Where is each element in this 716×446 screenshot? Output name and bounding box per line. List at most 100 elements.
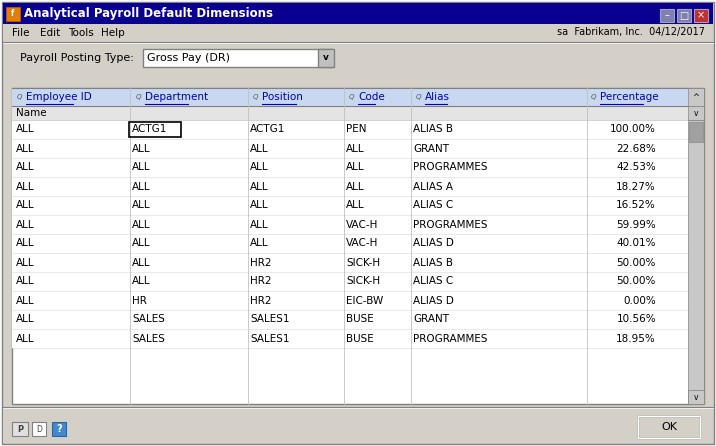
Bar: [688, 106, 704, 120]
Text: Q: Q: [416, 94, 422, 100]
Text: Department: Department: [145, 92, 208, 102]
Text: Analytical Payroll Default Dimensions: Analytical Payroll Default Dimensions: [24, 7, 273, 20]
Text: ALIAS C: ALIAS C: [413, 201, 453, 211]
Bar: [12, 215, 688, 234]
Text: EIC-BW: EIC-BW: [346, 296, 383, 306]
Text: ?: ?: [56, 424, 62, 434]
Text: PROGRAMMES: PROGRAMMES: [413, 162, 488, 173]
Text: HR2: HR2: [250, 257, 271, 268]
Text: Alias: Alias: [425, 92, 450, 102]
Text: ALL: ALL: [16, 239, 34, 248]
Text: 16.52%: 16.52%: [616, 201, 656, 211]
Text: SALES: SALES: [132, 334, 165, 343]
Text: ALL: ALL: [16, 219, 34, 230]
Bar: [129, 122, 181, 137]
Bar: [52, 422, 66, 436]
Text: 42.53%: 42.53%: [616, 162, 656, 173]
Text: Employee ID: Employee ID: [26, 92, 92, 102]
Text: ALL: ALL: [250, 201, 268, 211]
Text: v: v: [323, 54, 329, 62]
Text: 50.00%: 50.00%: [616, 277, 656, 286]
Text: ALL: ALL: [16, 296, 34, 306]
Text: D: D: [36, 425, 42, 434]
Text: 18.27%: 18.27%: [616, 182, 656, 191]
Text: ALL: ALL: [250, 144, 268, 153]
Text: OK: OK: [661, 422, 677, 432]
Text: ALL: ALL: [132, 219, 150, 230]
Text: 18.95%: 18.95%: [616, 334, 656, 343]
Text: VAC-H: VAC-H: [346, 239, 378, 248]
Bar: [12, 196, 688, 215]
Text: SALES1: SALES1: [250, 334, 289, 343]
Text: ×: ×: [697, 11, 705, 21]
Text: ALL: ALL: [132, 201, 150, 211]
Text: HR: HR: [132, 296, 147, 306]
Bar: [688, 120, 704, 404]
Bar: [12, 106, 688, 120]
Text: ALL: ALL: [346, 144, 364, 153]
Text: ^: ^: [692, 92, 700, 102]
Text: ALL: ALL: [16, 144, 34, 153]
Text: ALIAS B: ALIAS B: [413, 257, 453, 268]
Text: 59.99%: 59.99%: [616, 219, 656, 230]
Text: ALL: ALL: [132, 182, 150, 191]
Bar: [638, 416, 700, 438]
Text: ALL: ALL: [250, 162, 268, 173]
Text: Help: Help: [101, 28, 125, 37]
Text: Q: Q: [591, 94, 596, 100]
Text: ALL: ALL: [132, 162, 150, 173]
Text: Percentage: Percentage: [600, 92, 659, 102]
Text: □: □: [679, 11, 689, 21]
Bar: [660, 9, 674, 22]
Bar: [12, 310, 688, 329]
Bar: [12, 234, 688, 253]
Text: ALL: ALL: [16, 201, 34, 211]
Text: File: File: [12, 28, 29, 37]
Text: f: f: [11, 9, 15, 18]
Text: SALES1: SALES1: [250, 314, 289, 325]
Text: Q: Q: [17, 94, 22, 100]
Text: sa  Fabrikam, Inc.  04/12/2017: sa Fabrikam, Inc. 04/12/2017: [557, 28, 705, 37]
Text: ALL: ALL: [346, 182, 364, 191]
Bar: [12, 291, 688, 310]
Bar: [688, 390, 704, 404]
Text: PROGRAMMES: PROGRAMMES: [413, 219, 488, 230]
Text: ALL: ALL: [16, 314, 34, 325]
Text: ALL: ALL: [346, 162, 364, 173]
Text: ALL: ALL: [16, 277, 34, 286]
Bar: [638, 416, 700, 438]
Bar: [694, 9, 708, 22]
Bar: [6, 7, 20, 21]
Text: 40.01%: 40.01%: [616, 239, 656, 248]
Text: ALIAS B: ALIAS B: [413, 124, 453, 135]
Text: v: v: [694, 108, 698, 117]
Text: ALL: ALL: [16, 162, 34, 173]
Text: ALL: ALL: [16, 257, 34, 268]
Text: GRANT: GRANT: [413, 144, 449, 153]
Bar: [12, 422, 28, 436]
Bar: [689, 122, 703, 142]
Text: –: –: [664, 11, 669, 21]
Text: Q: Q: [136, 94, 142, 100]
Text: P: P: [17, 425, 23, 434]
Text: Name: Name: [16, 108, 47, 118]
Text: ALIAS D: ALIAS D: [413, 296, 454, 306]
Text: Q: Q: [349, 94, 354, 100]
Text: HR2: HR2: [250, 277, 271, 286]
Text: SICK-H: SICK-H: [346, 257, 380, 268]
Text: 10.56%: 10.56%: [616, 314, 656, 325]
Text: SALES: SALES: [132, 314, 165, 325]
Text: 22.68%: 22.68%: [616, 144, 656, 153]
Text: GRANT: GRANT: [413, 314, 449, 325]
Text: ALIAS A: ALIAS A: [413, 182, 453, 191]
Text: BUSE: BUSE: [346, 334, 374, 343]
Bar: [3, 24, 713, 41]
Bar: [12, 177, 688, 196]
Text: ALL: ALL: [250, 219, 268, 230]
Bar: [3, 3, 713, 24]
Text: ALL: ALL: [250, 239, 268, 248]
Text: 0.00%: 0.00%: [623, 296, 656, 306]
Text: ALIAS D: ALIAS D: [413, 239, 454, 248]
Bar: [143, 49, 333, 67]
Bar: [12, 158, 688, 177]
